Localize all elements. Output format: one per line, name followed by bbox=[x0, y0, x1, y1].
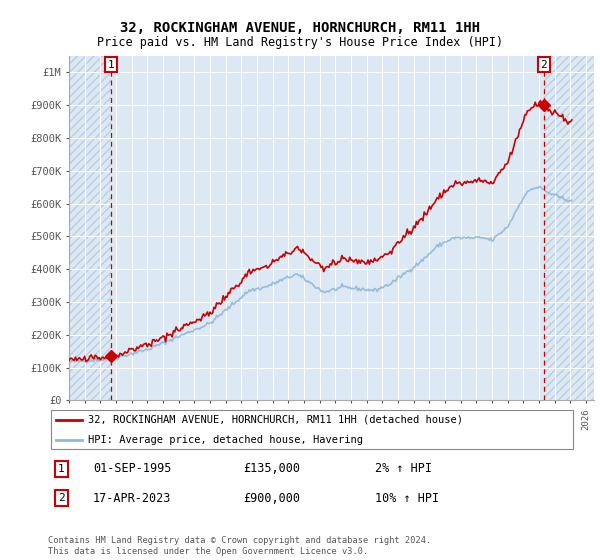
Text: 2: 2 bbox=[58, 493, 65, 503]
Text: HPI: Average price, detached house, Havering: HPI: Average price, detached house, Have… bbox=[88, 435, 362, 445]
FancyBboxPatch shape bbox=[50, 410, 574, 449]
Text: 32, ROCKINGHAM AVENUE, HORNCHURCH, RM11 1HH: 32, ROCKINGHAM AVENUE, HORNCHURCH, RM11 … bbox=[120, 21, 480, 35]
Text: £135,000: £135,000 bbox=[244, 463, 301, 475]
Bar bbox=[544, 56, 594, 400]
Text: £900,000: £900,000 bbox=[244, 492, 301, 505]
Text: 17-APR-2023: 17-APR-2023 bbox=[93, 492, 171, 505]
Text: Contains HM Land Registry data © Crown copyright and database right 2024.
This d: Contains HM Land Registry data © Crown c… bbox=[48, 536, 431, 556]
Text: Price paid vs. HM Land Registry's House Price Index (HPI): Price paid vs. HM Land Registry's House … bbox=[97, 36, 503, 49]
Text: 10% ↑ HPI: 10% ↑ HPI bbox=[376, 492, 439, 505]
Text: 1: 1 bbox=[58, 464, 65, 474]
Text: 01-SEP-1995: 01-SEP-1995 bbox=[93, 463, 171, 475]
Text: 32, ROCKINGHAM AVENUE, HORNCHURCH, RM11 1HH (detached house): 32, ROCKINGHAM AVENUE, HORNCHURCH, RM11 … bbox=[88, 415, 463, 424]
Text: 2% ↑ HPI: 2% ↑ HPI bbox=[376, 463, 433, 475]
Text: 2: 2 bbox=[541, 59, 547, 69]
Text: 1: 1 bbox=[107, 59, 114, 69]
Bar bbox=[69, 56, 111, 400]
